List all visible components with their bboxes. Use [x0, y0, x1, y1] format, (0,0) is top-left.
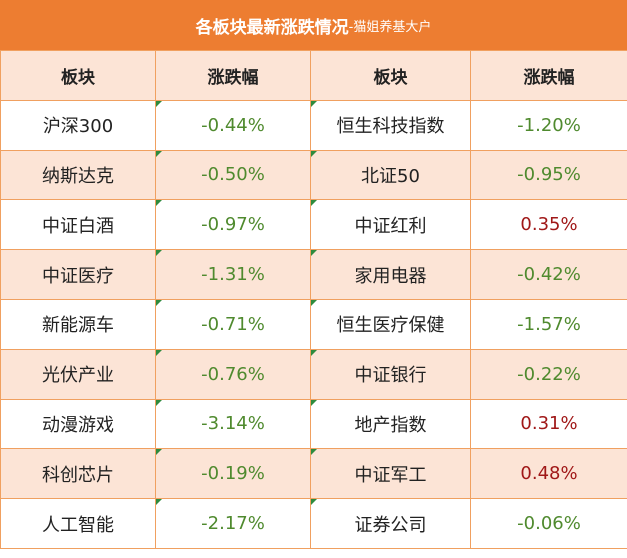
- cell-marker: [156, 100, 162, 107]
- change-cell: -0.95%: [470, 149, 627, 201]
- change-cell: -3.14%: [155, 398, 311, 450]
- table-row: 沪深300 -0.44% 恒生科技指数 -1.20%: [0, 99, 627, 151]
- cell-marker: [311, 100, 317, 107]
- change-cell: -1.57%: [470, 298, 627, 350]
- change-cell: -0.76%: [155, 348, 311, 400]
- change-cell: -0.06%: [470, 498, 627, 549]
- cell-marker: [156, 399, 162, 406]
- sector-cell: 家用电器: [310, 249, 471, 300]
- sector-cell: 恒生医疗保健: [310, 298, 471, 350]
- table-row: 中证医疗 -1.31% 家用电器 -0.42%: [0, 249, 627, 300]
- sector-cell: 人工智能: [0, 498, 156, 549]
- table-body: 沪深300 -0.44% 恒生科技指数 -1.20% 纳斯达克 -0.50% 北证50 -0.…: [0, 99, 627, 549]
- title: 各板块最新涨跌情况: [195, 17, 349, 38]
- cell-marker: [311, 349, 317, 356]
- sector-cell: 科创芯片: [0, 448, 156, 500]
- change-cell: -0.71%: [155, 298, 311, 350]
- cell-marker: [156, 299, 162, 306]
- table-row: 纳斯达克 -0.50% 北证50 -0.95%: [0, 149, 627, 201]
- column-header: 板块: [310, 50, 471, 101]
- sector-cell: 地产指数: [310, 398, 471, 450]
- cell-marker: [156, 499, 162, 506]
- sector-cell: 北证50: [310, 149, 471, 201]
- table-row: 中证白酒 -0.97% 中证红利 0.35%: [0, 199, 627, 251]
- change-cell: 0.35%: [470, 199, 627, 251]
- change-cell: 0.31%: [470, 398, 627, 450]
- sector-cell: 动漫游戏: [0, 398, 156, 450]
- change-cell: -0.42%: [470, 249, 627, 300]
- change-cell: -0.44%: [155, 99, 311, 151]
- sector-cell: 证券公司: [310, 498, 471, 549]
- sector-cell: 光伏产业: [0, 348, 156, 400]
- change-cell: -2.17%: [155, 498, 311, 549]
- table-row: 光伏产业 -0.76% 中证银行 -0.22%: [0, 348, 627, 400]
- sector-cell: 新能源车: [0, 298, 156, 350]
- change-cell: 0.48%: [470, 448, 627, 500]
- change-cell: -0.50%: [155, 149, 311, 201]
- change-cell: -1.20%: [470, 99, 627, 151]
- cell-marker: [156, 349, 162, 356]
- header-row: 板块 涨跌幅 板块 涨跌幅: [0, 50, 627, 101]
- column-header: 涨跌幅: [155, 50, 311, 101]
- sector-cell: 纳斯达克: [0, 149, 156, 201]
- cell-marker: [156, 200, 162, 207]
- table-row: 新能源车 -0.71% 恒生医疗保健 -1.57%: [0, 298, 627, 350]
- column-header: 涨跌幅: [470, 50, 627, 101]
- cell-marker: [311, 299, 317, 306]
- sector-cell: 恒生科技指数: [310, 99, 471, 151]
- subtitle: -猫姐养基大户: [348, 19, 432, 35]
- cell-marker: [156, 250, 162, 257]
- cell-marker: [156, 449, 162, 456]
- change-cell: -1.31%: [155, 249, 311, 300]
- cell-marker: [311, 250, 317, 257]
- cell-marker: [311, 200, 317, 207]
- table-row: 动漫游戏 -3.14% 地产指数 0.31%: [0, 398, 627, 450]
- sector-cell: 中证医疗: [0, 249, 156, 300]
- change-cell: -0.19%: [155, 448, 311, 500]
- cell-marker: [311, 499, 317, 506]
- sector-cell: 中证军工: [310, 448, 471, 500]
- table-row: 人工智能 -2.17% 证券公司 -0.06%: [0, 498, 627, 549]
- column-header: 板块: [0, 50, 156, 101]
- title-bar: 各板块最新涨跌情况 -猫姐养基大户: [0, 0, 627, 50]
- cell-marker: [311, 399, 317, 406]
- sector-cell: 沪深300: [0, 99, 156, 151]
- cell-marker: [311, 449, 317, 456]
- sector-cell: 中证银行: [310, 348, 471, 400]
- cell-marker: [156, 150, 162, 157]
- table: 板块 涨跌幅 板块 涨跌幅 沪深300 -0.44% 恒生科技指数 -1.20% 纳斯达克 -0…: [0, 50, 627, 549]
- change-cell: -0.22%: [470, 348, 627, 400]
- change-cell: -0.97%: [155, 199, 311, 251]
- sector-cell: 中证白酒: [0, 199, 156, 251]
- sector-cell: 中证红利: [310, 199, 471, 251]
- cell-marker: [311, 150, 317, 157]
- table-row: 科创芯片 -0.19% 中证军工 0.48%: [0, 448, 627, 500]
